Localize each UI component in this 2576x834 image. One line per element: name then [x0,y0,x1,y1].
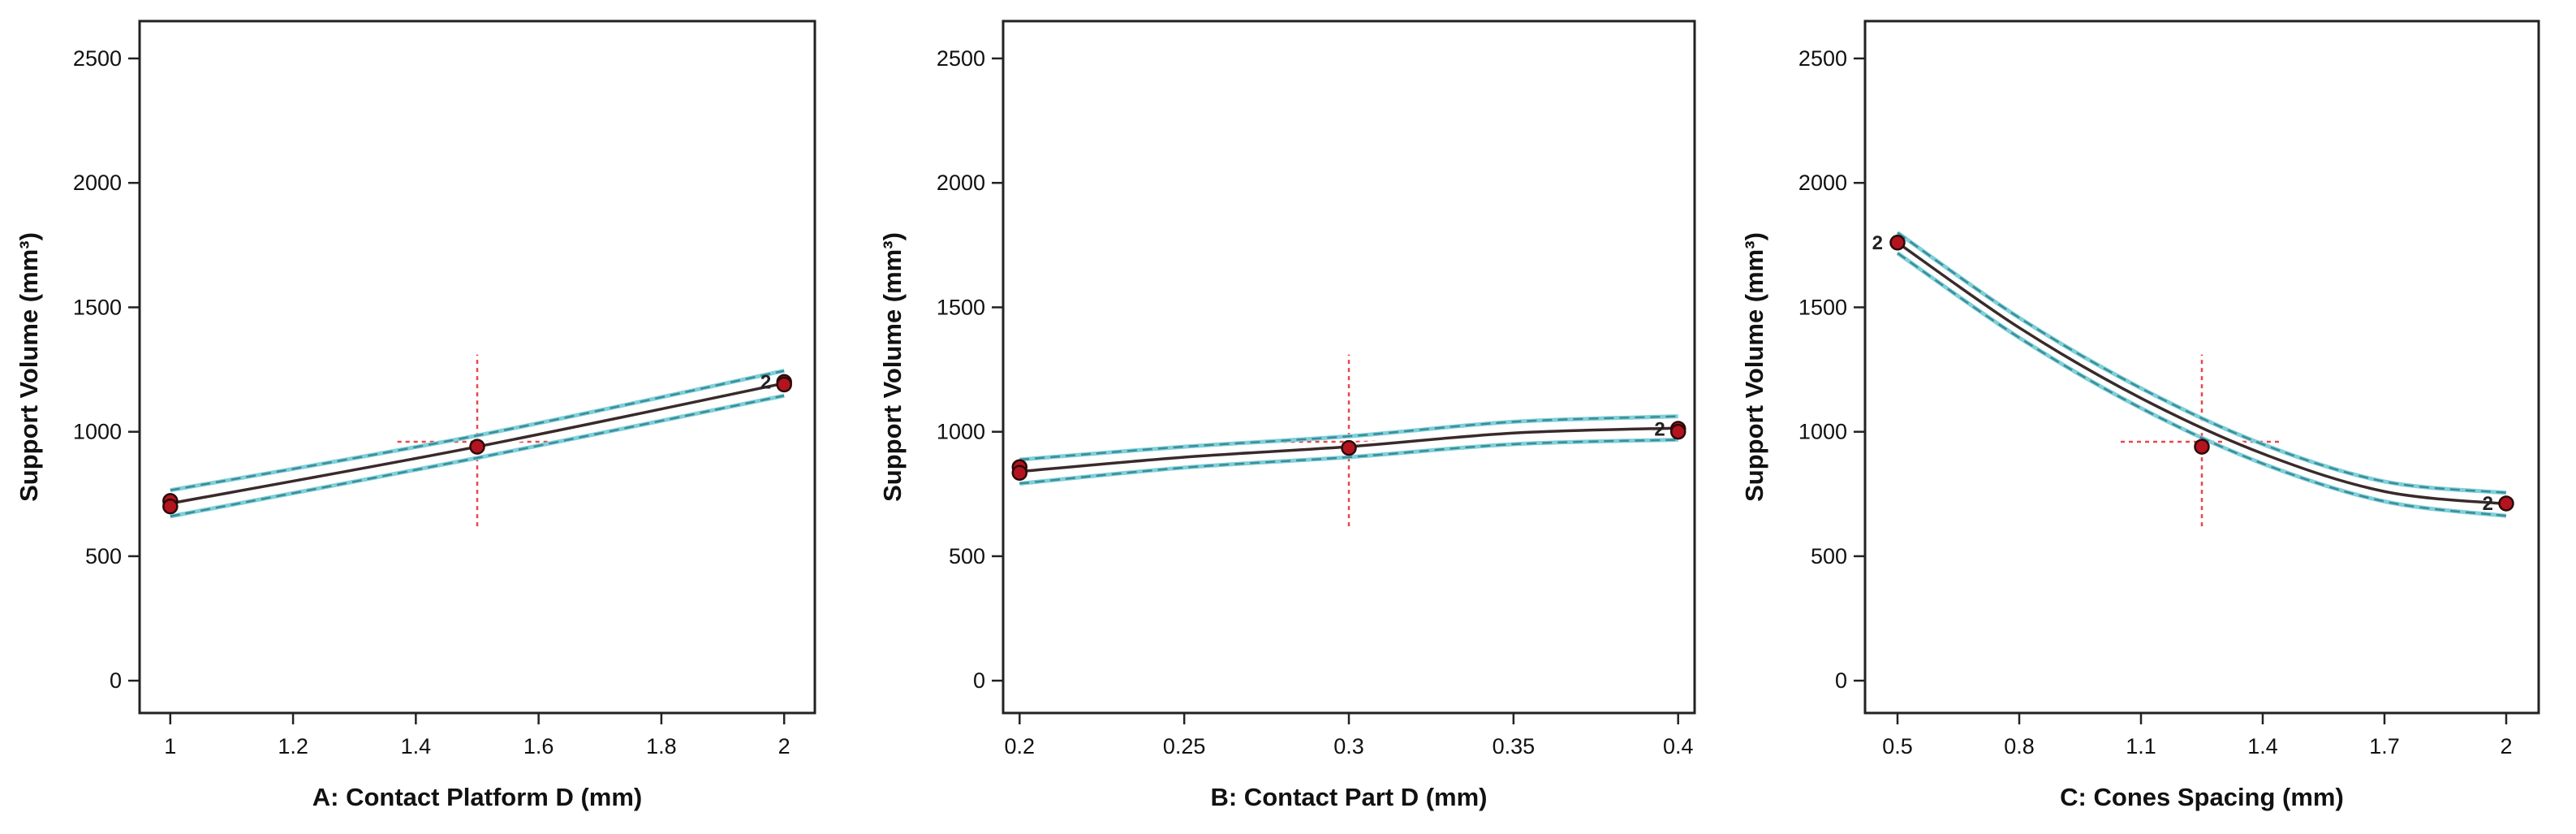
point-count-label: 2 [760,371,771,393]
confidence-band [1019,439,1678,485]
x-tick-label: 2 [778,734,790,758]
design-point [469,439,485,455]
design-point [2498,495,2514,512]
x-tick-label: 1.4 [2247,734,2278,758]
confidence-band [170,369,785,491]
chart-panel-1: 0 500 1000 1500 2000 2500 1 1.2 1.4 1.6 1.8 2 A: Con… [15,19,816,811]
design-point [1669,423,1686,440]
y-tick-label: 0 [1835,668,1847,693]
x-axis-title: B: Contact Part D (mm) [1210,783,1487,811]
y-tick-label: 0 [973,668,985,693]
x-tick-label: 0.35 [1493,734,1536,758]
x-axis-title: C: Cones Spacing (mm) [2060,783,2344,811]
x-tick-label: 0.3 [1333,734,1364,758]
y-tick-label: 2500 [73,46,122,71]
y-tick-label: 500 [85,544,122,568]
x-tick-label: 1.8 [646,734,677,758]
y-tick-label: 1500 [1798,295,1847,319]
design-point [2194,439,2210,455]
y-tick-label: 2500 [1798,46,1847,71]
chart-panel-3: 0 500 1000 1500 2000 2500 0.5 0.8 1.1 1.4 1.7 2 C: C… [1740,19,2540,811]
y-tick-label: 1500 [937,295,985,319]
y-tick-label: 1000 [937,420,985,444]
x-tick-label: 1.6 [523,734,554,758]
x-tick-label: 1.7 [2369,734,2400,758]
x-tick-label: 0.5 [1882,734,1913,758]
y-tick-label: 2000 [937,171,985,195]
confidence-band [1897,231,2507,495]
fitted-line [1896,241,2507,506]
x-tick-label: 0.2 [1005,734,1036,758]
chart-panel-2: 0 500 1000 1500 2000 2500 0.2 0.25 0.3 0.35 0.4 B: … [878,19,1696,811]
y-tick-label: 1000 [73,420,122,444]
x-tick-label: 0.25 [1163,734,1206,758]
y-axis-title: Support Volume (mm³) [878,232,907,502]
y-axis-title: Support Volume (mm³) [15,232,43,502]
x-axis-title: A: Contact Platform D (mm) [312,783,642,811]
plot-frame [1002,19,1696,715]
design-point [1011,465,1028,482]
x-tick-label: 1.1 [2126,734,2156,758]
point-count-label: 2 [2483,493,2493,515]
plot-frame [1863,19,2540,715]
design-point [776,376,792,393]
y-tick-label: 500 [949,544,985,568]
y-tick-label: 1000 [1798,420,1847,444]
y-tick-label: 1500 [73,295,122,319]
design-point [1341,439,1357,456]
x-tick-label: 1.4 [401,734,432,758]
x-tick-label: 0.8 [2004,734,2035,758]
y-axis-title: Support Volume (mm³) [1740,232,1768,502]
confidence-band [170,395,785,518]
x-tick-label: 0.4 [1663,734,1694,758]
y-tick-label: 2500 [937,46,985,71]
x-tick-label: 1 [164,734,176,758]
design-point [1889,235,1906,251]
confidence-band [1019,415,1678,461]
x-tick-label: 2 [2500,734,2512,758]
y-tick-label: 0 [110,668,122,693]
y-tick-label: 2000 [1798,171,1847,195]
design-point [162,498,179,515]
point-count-label: 2 [1872,232,1883,254]
y-tick-label: 500 [1811,544,1847,568]
x-tick-label: 1.2 [278,734,308,758]
y-tick-label: 2000 [73,171,122,195]
point-count-label: 2 [1654,419,1665,441]
confidence-band [1897,252,2507,517]
plot-frame [138,19,816,715]
